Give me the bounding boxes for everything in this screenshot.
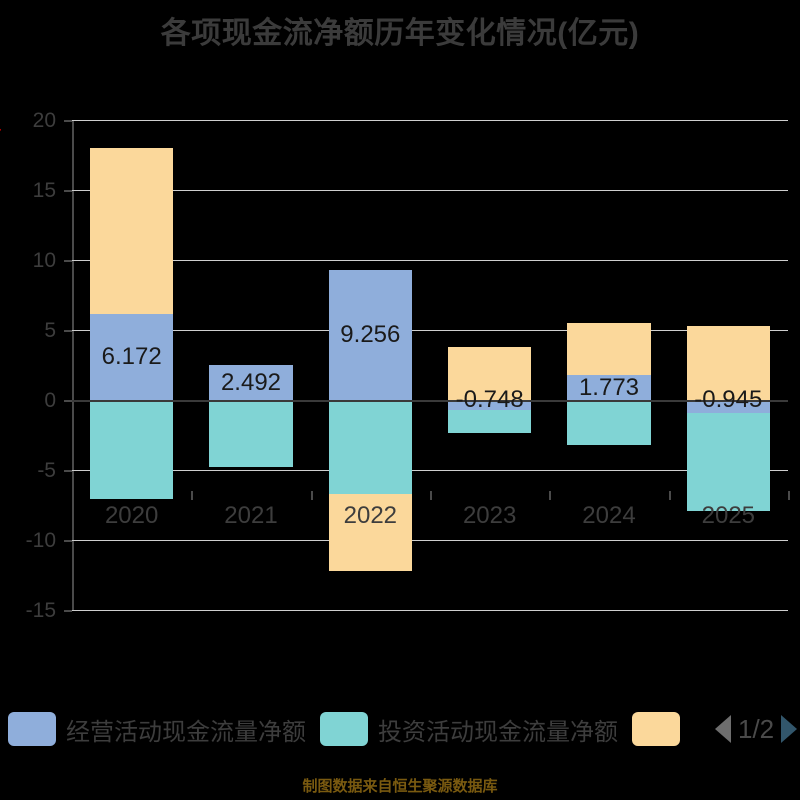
gridline xyxy=(72,120,788,121)
y-tick-mark xyxy=(64,610,72,612)
plot-area: 6.172 2.492 9.256 -0.748 1.773 -0.945 xyxy=(72,120,788,611)
y-tick-label: 10 xyxy=(32,249,56,272)
legend-label-operating: 经营活动现金流量净额 xyxy=(66,718,306,746)
y-tick-label: -10 xyxy=(25,529,56,552)
legend-swatch-operating xyxy=(8,712,56,746)
y-tick-mark xyxy=(64,470,72,472)
legend-swatch-financing xyxy=(632,712,680,746)
legend-item-operating[interactable]: 经营活动现金流量净额 xyxy=(8,712,306,747)
bar-segment-inv[interactable] xyxy=(447,410,532,433)
bar-group[interactable]: 9.256 xyxy=(328,120,413,610)
bar-segment-op[interactable] xyxy=(447,400,532,411)
gridline xyxy=(72,190,788,191)
x-tick-label: 2022 xyxy=(343,502,398,529)
triangle-right-icon[interactable] xyxy=(781,715,798,743)
bar-value-label: -0.945 xyxy=(694,386,763,413)
x-tick-mark xyxy=(549,491,552,500)
bar-group[interactable]: -0.748 xyxy=(447,120,532,610)
y-axis-spine xyxy=(72,120,74,611)
y-tick-label: 20 xyxy=(32,109,56,132)
y-tick-label: 5 xyxy=(44,319,56,342)
x-tick-mark xyxy=(191,491,194,500)
bar-segment-inv[interactable] xyxy=(209,400,293,468)
x-tick-mark xyxy=(668,491,671,500)
bar-segment-inv[interactable] xyxy=(567,400,651,445)
x-tick-mark xyxy=(430,491,432,500)
x-tick-mark xyxy=(310,491,313,500)
legend-swatch-investing xyxy=(320,712,368,746)
y-tick-mark xyxy=(64,330,72,332)
page-title: 各项现金流净额历年变化情况(亿元) xyxy=(160,17,640,50)
bar-group[interactable]: 6.172 xyxy=(89,120,174,610)
gridline xyxy=(72,610,788,611)
legend-item-financing[interactable] xyxy=(632,712,690,746)
y-tick-label: -5 xyxy=(37,459,56,482)
x-tick-mark xyxy=(788,491,790,500)
bar-value-label: 2.492 xyxy=(220,368,282,396)
y-tick-mark xyxy=(64,540,72,542)
legend-item-investing[interactable]: 投资活动现金流量净额 xyxy=(320,712,618,747)
bar-segment-op[interactable] xyxy=(567,375,651,400)
x-tick-label: 2020 xyxy=(104,502,159,529)
x-tick-label: 2023 xyxy=(462,502,517,529)
bar-segment-op[interactable] xyxy=(89,313,174,400)
x-tick-label: 2021 xyxy=(224,502,278,529)
bar-segment-fin[interactable] xyxy=(447,346,532,400)
bar-group[interactable]: -0.945 xyxy=(686,120,771,610)
bar-segment-fin[interactable] xyxy=(328,493,413,571)
gridline xyxy=(72,470,788,471)
legend-label-investing: 投资活动现金流量净额 xyxy=(378,718,618,746)
legend-page-indicator: 1/2 xyxy=(738,713,775,744)
bar-segment-fin[interactable] xyxy=(686,325,771,400)
chart-legend: 经营活动现金流量净额 投资活动现金流量净额 1/2 xyxy=(0,705,800,753)
bar-group[interactable]: 1.773 xyxy=(567,120,651,610)
legend-pager: 1/2 xyxy=(708,714,800,745)
bar-segment-inv[interactable] xyxy=(89,400,174,500)
bar-group[interactable]: 2.492 xyxy=(209,120,293,610)
bar-value-label: 9.256 xyxy=(340,321,401,349)
bar-value-label: 1.773 xyxy=(578,373,640,401)
zero-line xyxy=(72,400,788,402)
bar-segment-op[interactable] xyxy=(686,400,771,414)
y-tick-label: -15 xyxy=(25,599,56,622)
bar-segment-op[interactable] xyxy=(328,270,413,400)
bar-segment-fin[interactable] xyxy=(89,148,174,314)
x-tick-label: 2024 xyxy=(582,502,636,529)
bar-segment-op[interactable] xyxy=(209,365,293,400)
y-tick-mark xyxy=(64,260,72,262)
bar-value-label: -0.748 xyxy=(455,386,524,413)
x-tick-mark xyxy=(72,491,74,500)
y-tick-label: 15 xyxy=(32,179,56,202)
bar-segment-inv[interactable] xyxy=(686,413,771,512)
bar-segment-fin[interactable] xyxy=(567,323,651,376)
bar-segment-inv[interactable] xyxy=(328,400,413,494)
x-tick-label: 2025 xyxy=(701,502,756,529)
y-tick-mark xyxy=(64,190,72,192)
gridline xyxy=(72,540,788,541)
y-tick-label: 0 xyxy=(44,389,56,412)
triangle-left-icon[interactable] xyxy=(715,715,731,743)
gridline xyxy=(72,330,788,331)
y-tick-mark xyxy=(64,400,72,402)
footer-note: 制图数据来自恒生聚源数据库 xyxy=(302,778,498,795)
gridline xyxy=(72,260,788,261)
bar-value-label: 6.172 xyxy=(101,342,162,370)
y-tick-mark xyxy=(64,120,72,122)
